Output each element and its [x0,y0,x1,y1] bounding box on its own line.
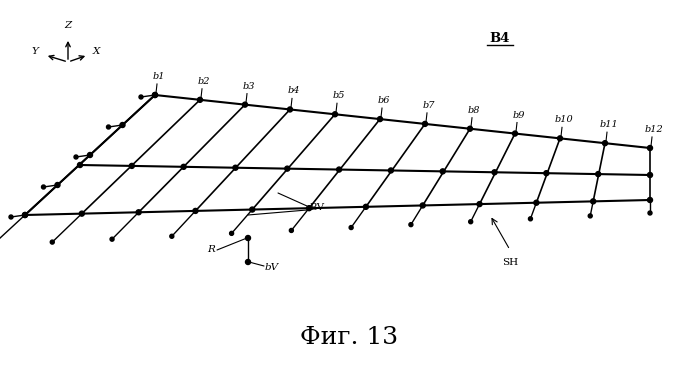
Circle shape [245,260,250,265]
Circle shape [50,240,55,244]
Circle shape [120,123,125,127]
Circle shape [469,220,473,224]
Circle shape [79,211,85,216]
Circle shape [333,112,338,117]
Circle shape [106,125,110,129]
Circle shape [78,162,82,168]
Circle shape [41,185,45,189]
Circle shape [193,208,198,214]
Circle shape [152,92,157,97]
Text: b12: b12 [644,125,663,134]
Circle shape [603,141,607,146]
Circle shape [589,214,592,218]
Circle shape [337,167,342,172]
Circle shape [181,164,186,169]
Circle shape [307,206,312,211]
Circle shape [420,203,425,208]
Text: b2: b2 [198,77,210,86]
Circle shape [136,210,141,215]
Circle shape [55,182,60,188]
Circle shape [468,126,473,131]
Circle shape [22,212,27,218]
Circle shape [284,166,290,171]
Text: b4: b4 [288,87,301,96]
Text: b6: b6 [377,96,390,105]
Circle shape [647,146,652,150]
Text: Z: Z [64,21,71,30]
Circle shape [287,107,292,112]
Text: SH: SH [502,258,518,267]
Circle shape [492,170,497,175]
Circle shape [512,131,517,136]
Text: b8: b8 [468,106,480,115]
Circle shape [363,204,368,209]
Circle shape [233,165,238,170]
Circle shape [74,155,78,159]
Circle shape [229,231,233,235]
Circle shape [647,173,652,177]
Circle shape [250,207,254,212]
Circle shape [409,223,413,227]
Text: R: R [207,246,215,254]
Text: BV: BV [309,204,324,212]
Circle shape [129,164,134,168]
Text: Фиг. 13: Фиг. 13 [300,327,398,350]
Circle shape [558,136,563,141]
Circle shape [152,92,157,97]
Circle shape [647,197,652,203]
Circle shape [544,171,549,176]
Circle shape [440,169,445,174]
Text: b3: b3 [243,82,255,91]
Circle shape [591,199,596,204]
Circle shape [87,153,92,158]
Circle shape [243,102,247,107]
Text: X: X [93,47,101,57]
Text: bV: bV [265,264,279,273]
Circle shape [422,122,428,126]
Circle shape [477,201,482,207]
Text: b1: b1 [153,72,165,81]
Circle shape [596,172,600,177]
Circle shape [9,215,13,219]
Circle shape [389,168,394,173]
Circle shape [139,95,143,99]
Circle shape [289,228,294,233]
Circle shape [22,212,27,218]
Circle shape [170,234,174,238]
Text: b5: b5 [333,91,345,100]
Text: b7: b7 [423,101,435,110]
Text: b11: b11 [600,120,619,129]
Circle shape [377,116,382,122]
Circle shape [534,200,539,205]
Text: B4: B4 [490,31,510,45]
Circle shape [528,217,533,221]
Circle shape [110,237,114,241]
Circle shape [198,97,203,102]
Text: Y: Y [31,47,38,57]
Text: b9: b9 [513,111,525,120]
Text: b10: b10 [554,115,573,124]
Circle shape [349,226,353,230]
Circle shape [648,211,652,215]
Circle shape [245,235,250,241]
